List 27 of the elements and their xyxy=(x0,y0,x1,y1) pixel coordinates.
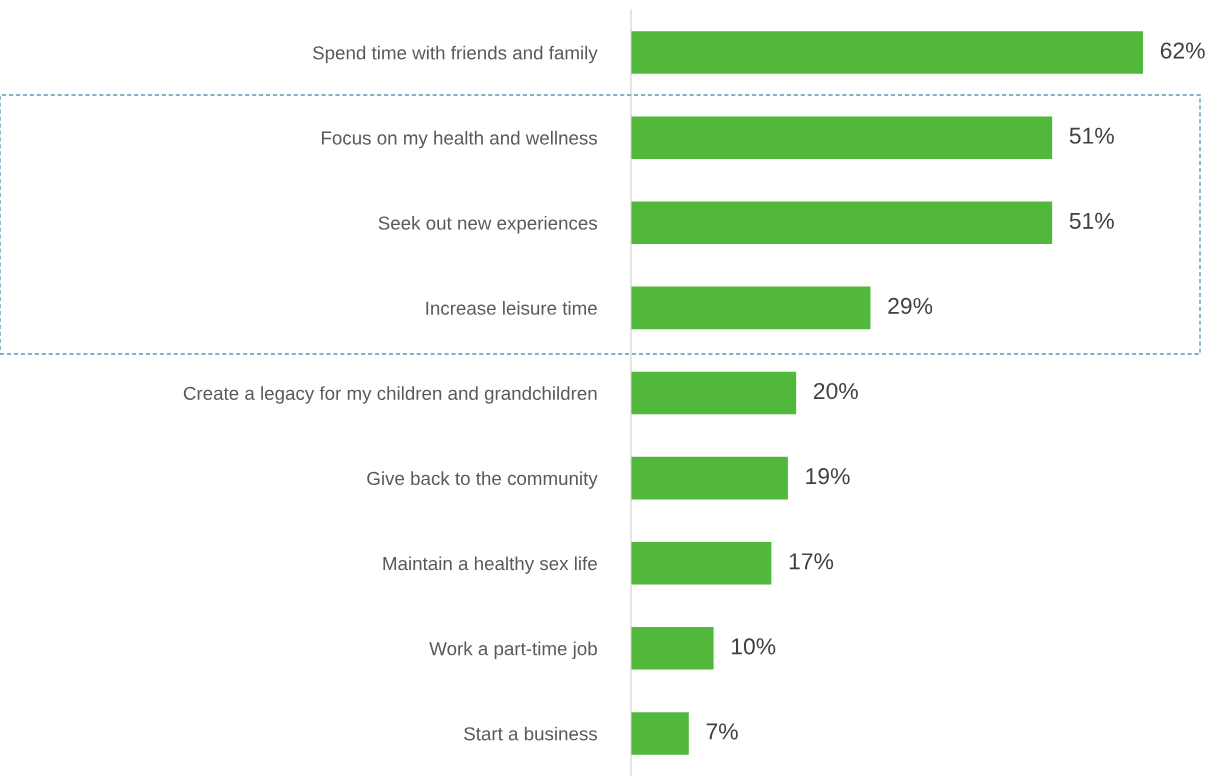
bar xyxy=(631,201,1053,245)
bar xyxy=(631,116,1053,159)
data-label: 51% xyxy=(1069,127,1114,144)
y-tick-label: Maintain a healthy sex life xyxy=(383,556,597,574)
data-label: 19% xyxy=(806,468,850,485)
y-tick-label: Give back to the community xyxy=(367,471,598,489)
data-label: 20% xyxy=(813,382,858,400)
bar xyxy=(631,371,797,415)
y-tick-label: Create a legacy for my children and grandchildren xyxy=(183,386,597,404)
data-label: 62% xyxy=(1160,42,1205,59)
data-label: 17% xyxy=(789,553,834,570)
bar xyxy=(631,627,714,670)
bar xyxy=(631,541,772,585)
y-tick-label: Increase leisure time xyxy=(426,301,597,315)
bar xyxy=(631,31,1143,74)
y-tick-label: Focus on my health and wellness xyxy=(321,130,598,149)
y-tick-label: Start a business xyxy=(464,726,597,741)
data-label: 51% xyxy=(1069,212,1114,229)
data-label: 7% xyxy=(706,723,738,740)
data-label: 29% xyxy=(888,297,933,315)
bar xyxy=(631,712,689,755)
data-label: 10% xyxy=(731,638,776,655)
y-tick-label: Seek out new experiences xyxy=(378,215,597,234)
y-tick-label: Spend time with friends and family xyxy=(312,45,598,64)
bar xyxy=(631,286,871,330)
y-tick-label: Work a part-time job xyxy=(429,641,597,660)
bar xyxy=(631,456,788,500)
